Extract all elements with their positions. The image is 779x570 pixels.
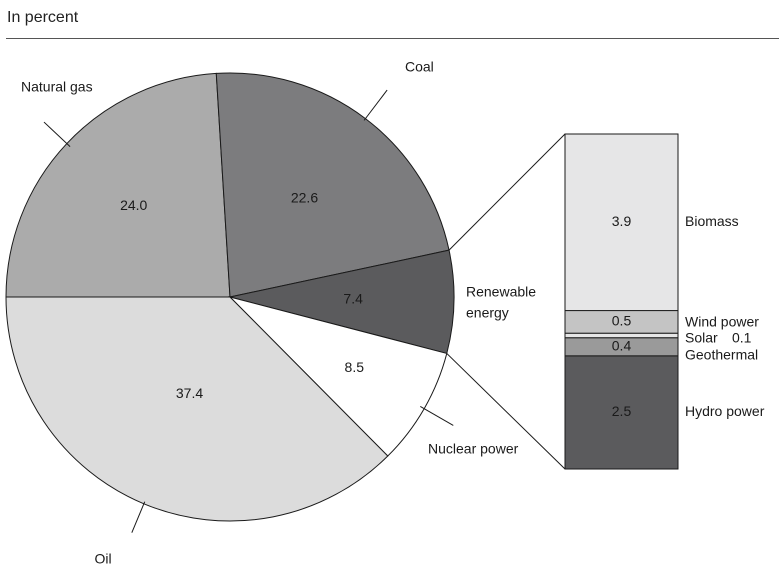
pie-label-oil: Oil: [94, 551, 111, 567]
leader-line-natural-gas: [43, 121, 71, 147]
pie-chart: [5, 72, 455, 522]
connector-top: [448, 133, 566, 251]
pie-value-coal: 22.6: [291, 190, 318, 206]
stack-value-wind: 0.5: [612, 313, 632, 329]
pie-value-oil: 37.4: [176, 385, 203, 401]
stack-segment-biomass: [564, 133, 679, 312]
pie-label-natural-gas: Natural gas: [21, 79, 93, 95]
stack-label-wind: Wind power: [685, 314, 759, 330]
pie-label-nuclear: Nuclear power: [428, 441, 519, 457]
renewable-breakdown-bar: [564, 133, 679, 470]
connector-bottom: [446, 353, 566, 470]
chart-labels: 24.0 22.6 7.4 8.5 37.4 Natural gas Coal Nuclear…: [21, 59, 765, 567]
stack-value-biomass: 3.9: [612, 213, 632, 229]
stack-label-biomass: Biomass: [685, 213, 739, 229]
pie-label-renewable-line1: Renewable: [466, 284, 536, 300]
pie-slice-renewable: [229, 249, 455, 355]
pie-value-natural-gas: 24.0: [120, 197, 147, 213]
stack-value-hydro: 2.5: [612, 403, 632, 419]
stack-label-hydro: Hydro power: [685, 403, 765, 419]
pie-value-renewable: 7.4: [343, 290, 363, 306]
header-rule: [6, 38, 779, 39]
stack-value-geothermal: 0.4: [612, 337, 632, 353]
breakdown-connectors: [446, 133, 566, 470]
stack-segment-hydro: [564, 355, 679, 470]
pie-label-renewable-line2: energy: [466, 305, 509, 321]
chart-subtitle: In percent: [7, 9, 79, 26]
leader-line-oil: [131, 501, 146, 533]
stack-label-solar: Solar: [685, 330, 718, 346]
pie-label-coal: Coal: [405, 59, 434, 75]
leader-line-nuclear: [420, 406, 454, 426]
leader-line-coal: [363, 89, 388, 121]
pie-value-nuclear: 8.5: [345, 359, 365, 375]
stack-label-geothermal: Geothermal: [685, 347, 758, 363]
pie-slice-natural-gas: [5, 72, 231, 298]
stack-value-solar: 0.1: [732, 330, 752, 346]
